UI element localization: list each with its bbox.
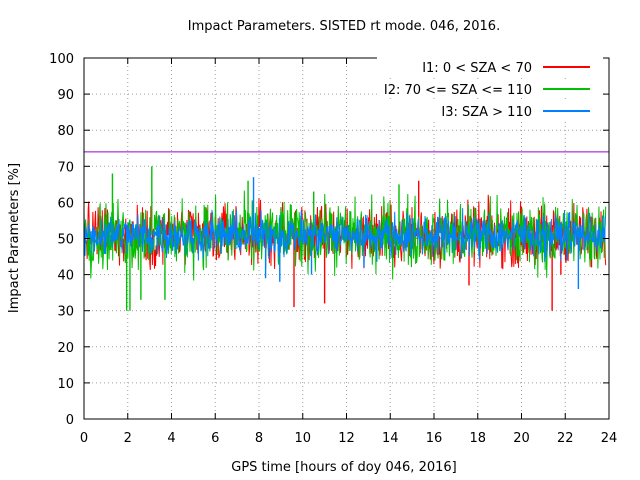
x-tick-label: 12: [338, 431, 355, 446]
y-tick-label: 0: [66, 413, 74, 428]
legend-background: [377, 57, 603, 76]
y-tick-label: 70: [57, 160, 74, 175]
x-tick-label: 8: [255, 431, 263, 446]
x-tick-label: 20: [513, 431, 530, 446]
x-tick-label: 0: [80, 431, 88, 446]
x-tick-label: 14: [382, 431, 399, 446]
x-tick-label: 18: [469, 431, 486, 446]
legend-label: I3: SZA > 110: [441, 105, 532, 120]
y-tick-label: 10: [57, 377, 74, 392]
x-axis-label: GPS time [hours of doy 046, 2016]: [231, 460, 456, 475]
y-tick-label: 50: [57, 233, 74, 248]
x-tick-label: 2: [124, 431, 132, 446]
y-tick-label: 100: [49, 52, 74, 67]
y-tick-label: 20: [57, 341, 74, 356]
x-tick-label: 4: [167, 431, 175, 446]
x-tick-label: 16: [426, 431, 443, 446]
x-tick-label: 10: [294, 431, 311, 446]
x-tick-label: 22: [557, 431, 574, 446]
y-tick-label: 30: [57, 305, 74, 320]
x-tick-label: 6: [211, 431, 219, 446]
y-tick-label: 90: [57, 88, 74, 103]
chart-title: Impact Parameters. SISTED rt mode. 046, …: [188, 19, 500, 34]
plot-frame: [83, 57, 610, 420]
series-line-3: [83, 208, 607, 262]
legend-label: I2: 70 <= SZA <= 110: [384, 83, 532, 98]
y-tick-label: 60: [57, 196, 74, 211]
legend-background: [377, 79, 603, 98]
y-axis-label: Impact Parameters [%]: [7, 163, 22, 313]
series-layer: [83, 151, 609, 311]
x-tick-label: 24: [601, 431, 618, 446]
legend-background: [377, 101, 603, 120]
y-tick-label: 80: [57, 124, 74, 139]
legend: I1: 0 < SZA < 70 I2: 70 <= SZA <= 110 I3: …: [377, 57, 603, 120]
y-tick-label: 40: [57, 269, 74, 284]
legend-label: I1: 0 < SZA < 70: [422, 61, 532, 76]
